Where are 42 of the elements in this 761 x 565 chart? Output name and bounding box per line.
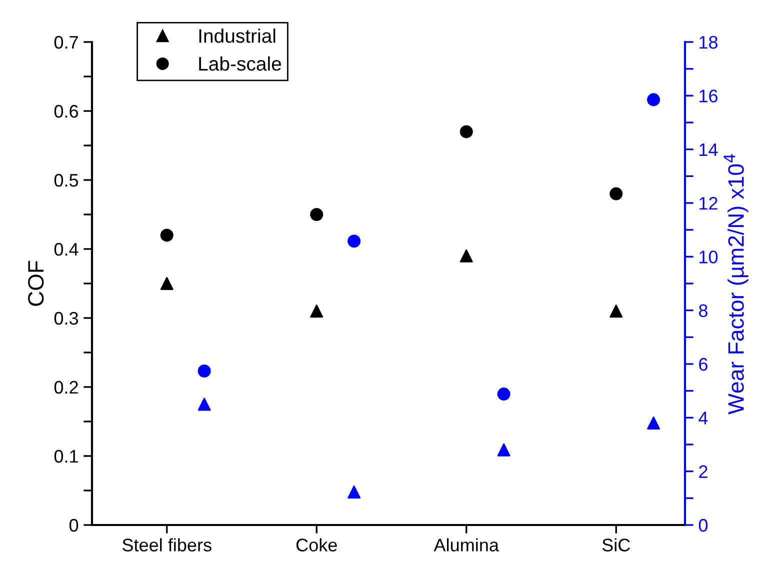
x-tick-label: Steel fibers bbox=[122, 538, 212, 552]
point bbox=[198, 398, 211, 411]
y-tick-label: 0.1 bbox=[54, 450, 78, 463]
y2-tick-label: 8 bbox=[698, 304, 708, 318]
y2-tick-label: 14 bbox=[700, 143, 718, 156]
point bbox=[647, 93, 660, 106]
y2-tick-label: 18 bbox=[700, 36, 718, 49]
point bbox=[497, 443, 510, 456]
y-tick-label: 0 bbox=[69, 518, 78, 532]
point bbox=[647, 416, 660, 430]
y2-tick-label: 16 bbox=[700, 90, 718, 102]
y2-tick-label: 0 bbox=[698, 518, 708, 532]
y2-axis-title: Wear Factor (µm2/N) x10$^{4}$ bbox=[724, 154, 748, 414]
point bbox=[160, 228, 174, 242]
y2-tick-label: 12 bbox=[700, 196, 718, 210]
x-tick-label: Coke bbox=[296, 538, 337, 552]
point bbox=[460, 125, 473, 138]
y-tick-label: 0.7 bbox=[54, 36, 78, 49]
point bbox=[497, 388, 510, 401]
y2-tick-label: 2 bbox=[699, 465, 708, 478]
point bbox=[160, 276, 174, 290]
point bbox=[310, 208, 324, 222]
y-tick-label: 0.4 bbox=[54, 242, 78, 256]
legend-label: Lab-scale bbox=[199, 56, 282, 71]
point bbox=[348, 485, 361, 498]
y-axis-title: COF bbox=[28, 260, 44, 306]
legend-label: Industrial bbox=[199, 28, 276, 43]
point bbox=[610, 187, 623, 200]
y2-tick-label: 4 bbox=[698, 412, 708, 424]
y2-tick-label: 6 bbox=[699, 358, 708, 371]
point bbox=[198, 364, 211, 378]
y2-tick-label: 10 bbox=[700, 250, 718, 264]
y-tick-label: 0.3 bbox=[54, 312, 78, 325]
point bbox=[610, 304, 623, 318]
y-tick-label: 0.5 bbox=[54, 174, 78, 187]
point bbox=[348, 234, 361, 248]
point bbox=[310, 304, 324, 318]
x-tick-label: Alumina bbox=[434, 538, 499, 552]
y-tick-label: 0.6 bbox=[54, 104, 78, 118]
point bbox=[460, 249, 473, 262]
y-tick-label: 0.2 bbox=[54, 380, 78, 394]
x-tick-label: SiC bbox=[602, 538, 630, 552]
